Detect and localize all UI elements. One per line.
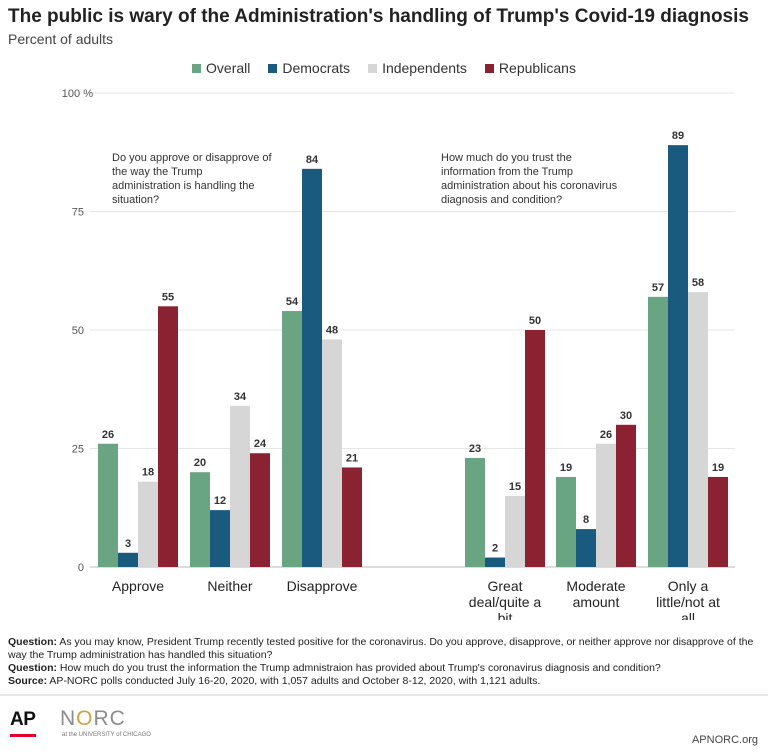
bar-independents: [688, 292, 708, 567]
data-label: 8: [583, 514, 589, 526]
panel-question-1: administration is handling the: [112, 180, 254, 192]
data-label: 19: [560, 462, 572, 474]
legend-item-democrats: Democrats: [268, 60, 350, 76]
panel-question-2: administration about his coronavirus: [441, 180, 618, 192]
data-label: 57: [652, 282, 664, 294]
y-tick-label-top: 100 %: [62, 88, 93, 100]
data-label: 18: [142, 467, 154, 479]
x-category-label: Great: [487, 578, 522, 594]
x-category-label: all: [681, 610, 695, 620]
legend: Overall Democrats Independents Republica…: [0, 60, 768, 76]
norc-logo: NORC: [60, 707, 126, 730]
x-category-label: amount: [573, 594, 620, 610]
bar-overall: [648, 296, 668, 567]
data-label: 54: [286, 296, 299, 308]
data-label: 26: [102, 429, 114, 441]
panel-question-1: Do you approve or disapprove of: [112, 152, 273, 164]
bar-independents: [596, 443, 616, 567]
x-category-label: deal/quite a: [469, 594, 542, 610]
bar-democrats: [576, 529, 596, 567]
legend-swatch-republicans: [484, 63, 494, 73]
x-category-label: Approve: [112, 578, 164, 594]
data-label: 34: [234, 391, 247, 403]
bar-democrats: [118, 552, 138, 567]
chart-subtitle: Percent of adults: [8, 31, 114, 47]
norc-logo-subtitle: at the UNIVERSITY of CHICAGO: [62, 732, 151, 738]
bar-chart: 0 25 50 75 100 % 26 3 18 55 Approve 20 12 34 24 Neithe…: [62, 88, 735, 620]
panel-question-1: the way the Trump: [112, 166, 203, 178]
legend-item-republicans: Republicans: [484, 60, 576, 76]
data-label: 12: [214, 495, 226, 507]
panel-question-2: diagnosis and condition?: [441, 194, 562, 206]
legend-swatch-overall: [192, 63, 202, 73]
legend-item-overall: Overall: [192, 60, 250, 76]
bar-overall: [98, 443, 118, 567]
bar-overall: [556, 476, 576, 567]
bar-democrats: [210, 510, 230, 567]
y-tick-label: 0: [78, 562, 84, 574]
legend-label-democrats: Democrats: [282, 60, 351, 76]
chart-title: The public is wary of the Administration…: [8, 6, 749, 27]
bar-overall: [465, 457, 485, 567]
footer-divider: [0, 694, 768, 696]
legend-label-republicans: Republicans: [498, 60, 576, 76]
bar-overall: [282, 311, 302, 567]
x-category-label: Only a: [668, 578, 709, 594]
x-category-label: little/not at: [656, 594, 720, 610]
data-label: 2: [492, 543, 498, 555]
data-label: 26: [600, 429, 612, 441]
bar-republicans: [158, 306, 178, 567]
x-category-label: Disapprove: [287, 578, 358, 594]
legend-label-independents: Independents: [382, 60, 467, 76]
question-1-note: Question: As you may know, President Tru…: [8, 636, 754, 661]
data-label: 89: [672, 130, 684, 142]
bar-republicans: [525, 330, 545, 567]
y-tick-label: 25: [72, 444, 84, 456]
panel-question-2: information from the Trump: [441, 166, 573, 178]
bar-republicans: [250, 453, 270, 567]
bar-overall: [190, 472, 210, 567]
question-2-note: Question: How much do you trust the info…: [8, 662, 661, 674]
panel-question-1: situation?: [112, 194, 159, 206]
x-category-label: Neither: [207, 578, 252, 594]
data-label: 84: [306, 154, 319, 166]
bar-republicans: [708, 476, 728, 567]
data-label: 55: [162, 291, 174, 303]
bar-independents: [322, 339, 342, 567]
bar-democrats: [485, 557, 505, 567]
bar-democrats: [668, 145, 688, 567]
bar-republicans: [616, 424, 636, 567]
website-link[interactable]: APNORC.org: [691, 734, 758, 746]
footnotes: Question: As you may know, President Tru…: [8, 636, 760, 688]
legend-item-independents: Independents: [368, 60, 467, 76]
source-note: Source: AP-NORC polls conducted July 16-…: [8, 675, 541, 687]
legend-swatch-independents: [368, 63, 378, 73]
data-label: 21: [346, 452, 358, 464]
panel-question-2: How much do you trust the: [441, 152, 572, 164]
data-label: 23: [469, 443, 481, 455]
y-tick-label: 50: [72, 325, 84, 337]
x-category-label: bit: [498, 610, 513, 620]
data-label: 20: [194, 457, 206, 469]
ap-logo: AP: [10, 709, 36, 730]
data-label: 3: [125, 538, 131, 550]
data-label: 15: [509, 481, 521, 493]
x-category-label: Moderate: [566, 578, 625, 594]
bar-democrats: [302, 168, 322, 567]
bar-independents: [230, 405, 250, 567]
data-label: 19: [712, 462, 724, 474]
legend-swatch-democrats: [268, 63, 278, 73]
data-label: 58: [692, 277, 704, 289]
ap-logo-underline: [10, 734, 36, 737]
data-label: 30: [620, 410, 632, 422]
data-label: 48: [326, 324, 338, 336]
bar-republicans: [342, 467, 362, 567]
bar-independents: [138, 481, 158, 567]
data-label: 50: [529, 315, 541, 327]
y-tick-label: 75: [72, 207, 84, 219]
legend-label-overall: Overall: [206, 60, 251, 76]
bar-independents: [505, 495, 525, 567]
data-label: 24: [254, 438, 267, 450]
